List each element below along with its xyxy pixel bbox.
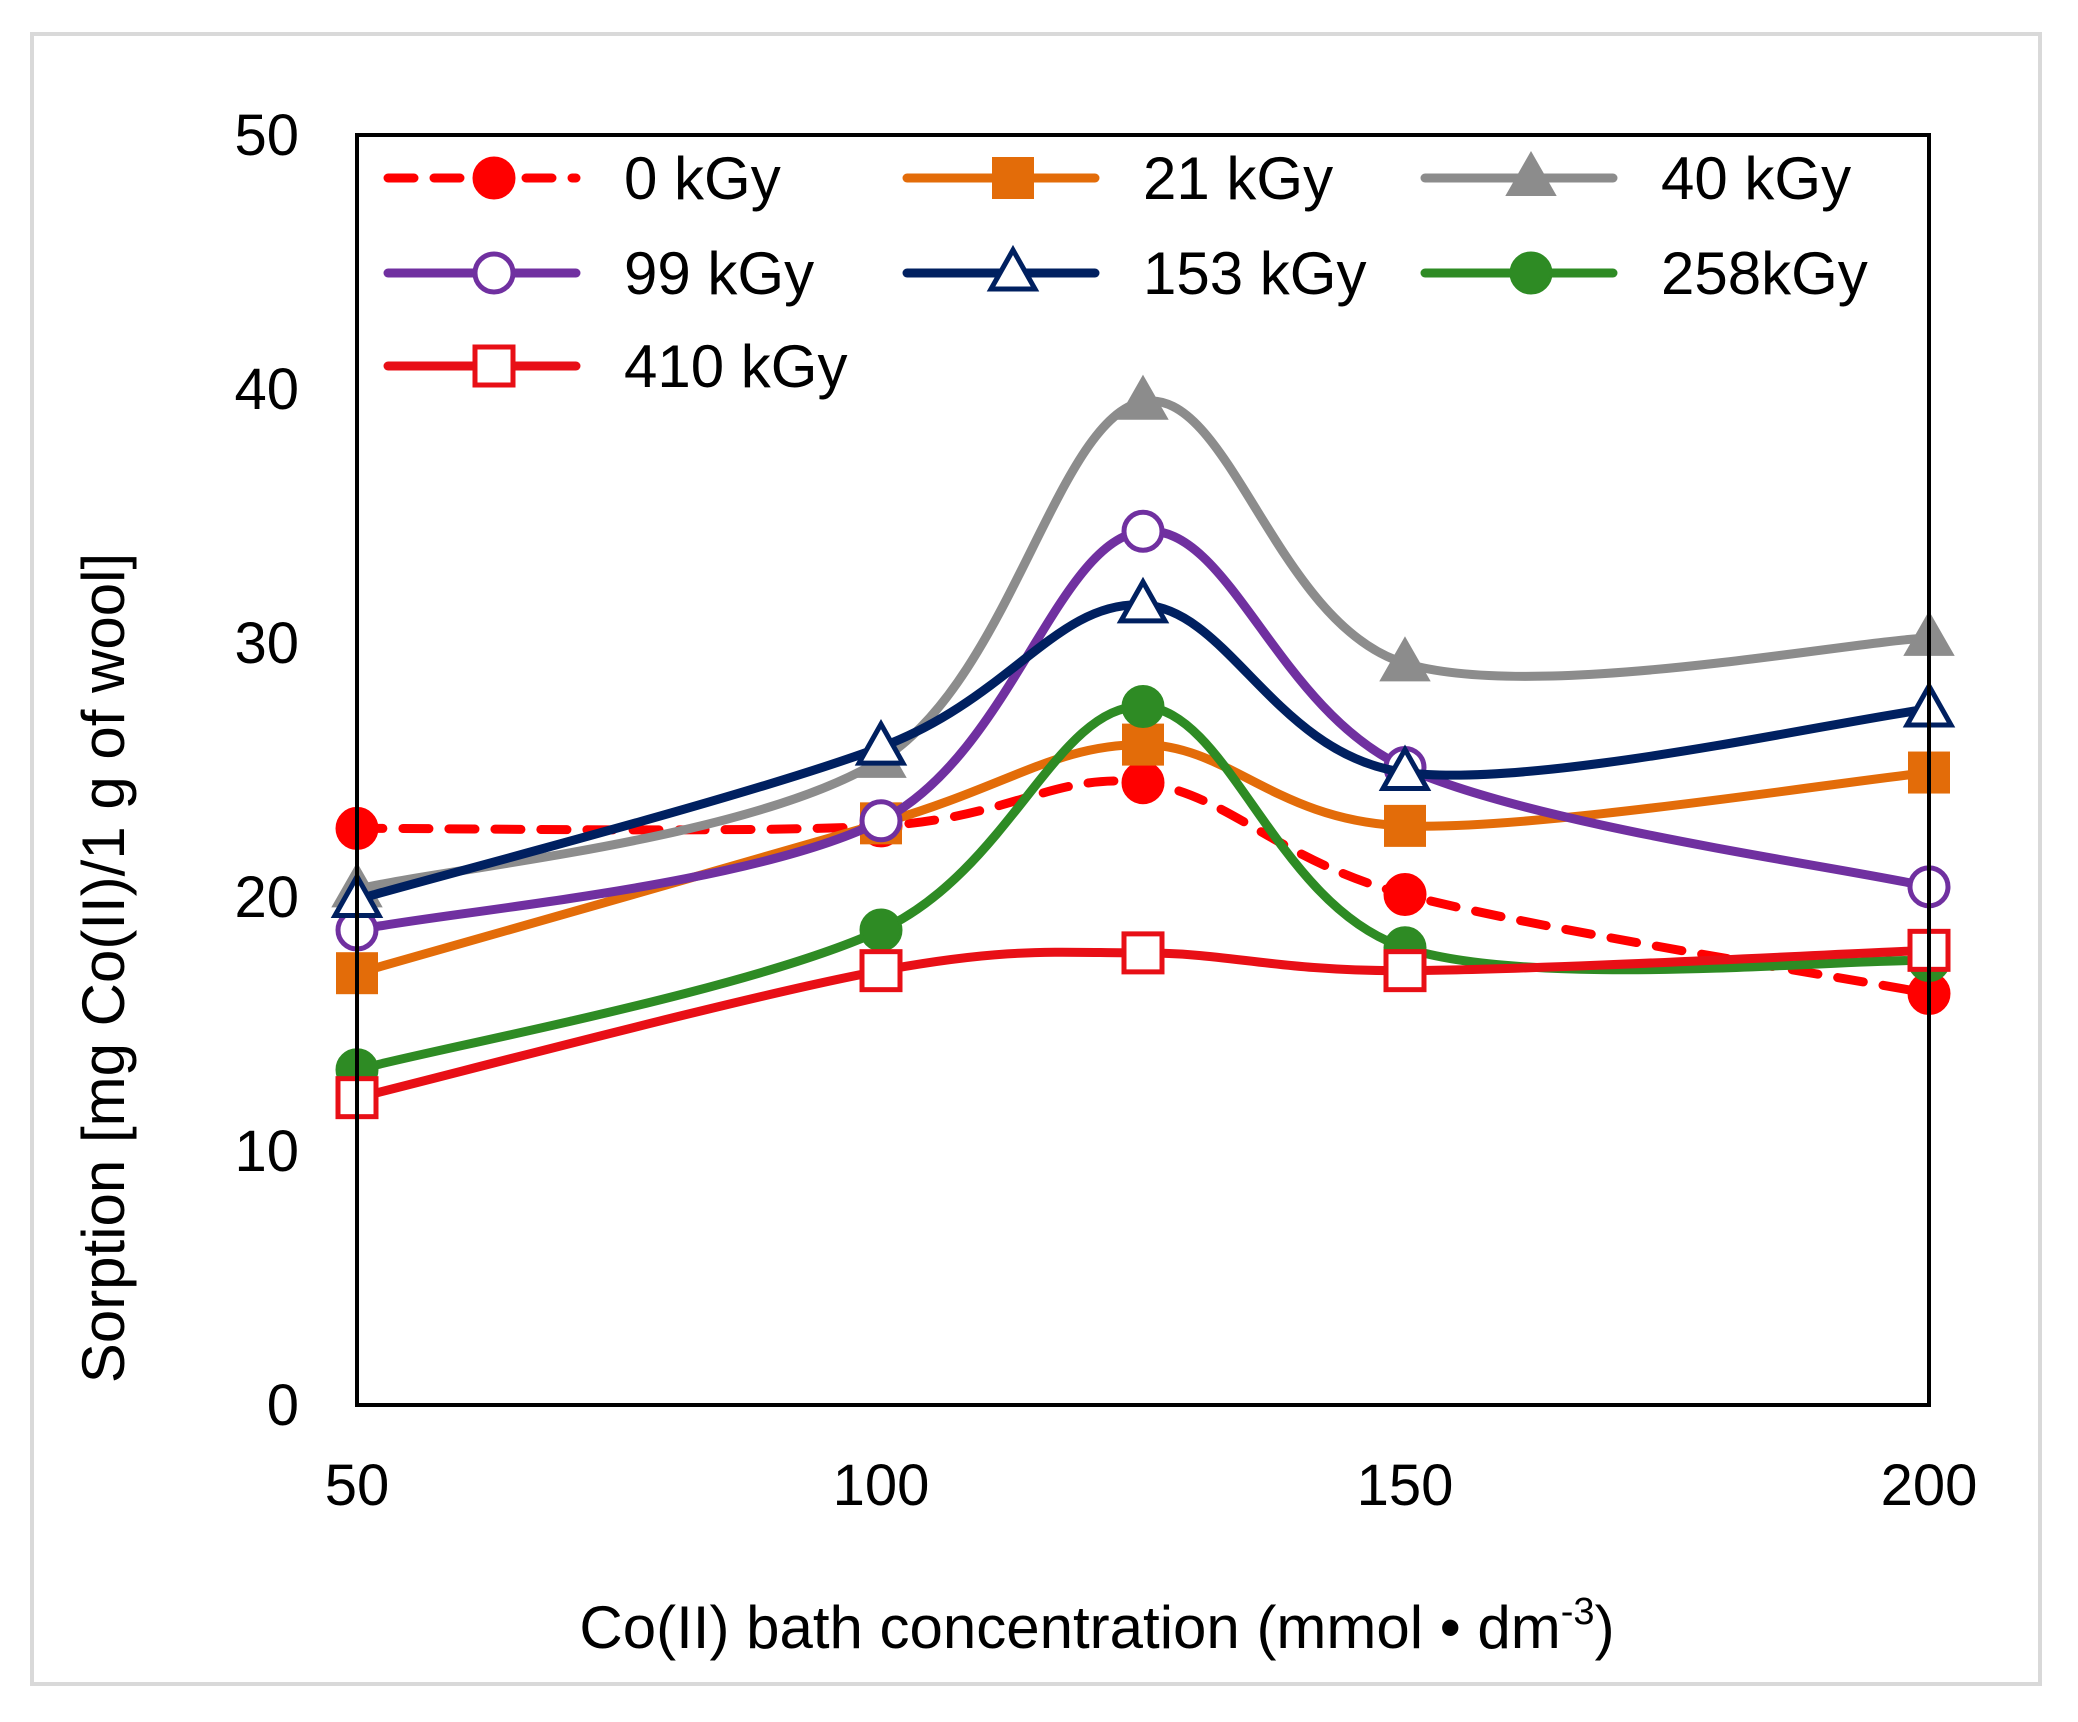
y-axis-title: Sorption [mg Co(II)/1 g of wool]	[70, 553, 137, 1383]
data-point	[1122, 723, 1164, 766]
legend-label: 153 kGy	[1143, 240, 1366, 307]
data-point	[1121, 761, 1165, 805]
legend-label: 40 kGy	[1661, 145, 1851, 212]
data-point	[1116, 576, 1170, 624]
y-tick-label: 30	[234, 611, 299, 676]
y-tick-label: 20	[234, 865, 299, 930]
series-layer	[330, 374, 1956, 1120]
legend-swatch-marker	[986, 244, 1040, 292]
data-point	[1121, 685, 1165, 728]
legend-label: 410 kGy	[624, 333, 847, 400]
legend-item: 0 kGy	[383, 145, 781, 212]
legend-swatch-marker	[1505, 150, 1557, 196]
legend-item: 410 kGy	[383, 333, 847, 400]
series-line	[352, 396, 1934, 894]
plot-area	[355, 133, 1931, 1407]
data-point	[1378, 744, 1432, 792]
data-point	[1121, 509, 1165, 553]
legend: 0 kGy 21 kGy 40 kGy 99 kGy 153 kGy 258kGy 410 …	[383, 145, 1868, 400]
legend-swatch-marker	[992, 157, 1034, 199]
legend-swatch-marker	[472, 251, 516, 295]
chart-frame	[30, 32, 2042, 1686]
legend-item: 258kGy	[1420, 240, 1868, 307]
data-point	[1383, 872, 1427, 916]
x-tick-label: 200	[1881, 1453, 1978, 1518]
legend-label: 258kGy	[1661, 240, 1868, 307]
y-tick-label: 50	[234, 103, 299, 168]
legend-item: 153 kGy	[902, 240, 1366, 307]
data-point	[1384, 804, 1426, 847]
legend-swatch-marker	[472, 344, 516, 388]
series-40-kgy	[331, 374, 1955, 908]
legend-label: 0 kGy	[624, 145, 781, 212]
y-tick-label: 10	[234, 1119, 299, 1184]
legend-swatch-marker	[472, 156, 516, 200]
y-tick-label: 40	[234, 357, 299, 422]
legend-label: 21 kGy	[1143, 145, 1333, 212]
data-point	[854, 719, 908, 766]
x-tick-label: 150	[1357, 1453, 1454, 1518]
ticks-layer: 0 10 20 30 40 50 50 100 150 200	[234, 103, 1977, 1518]
data-point	[859, 949, 903, 993]
legend-label: 99 kGy	[624, 240, 814, 307]
legend-item: 99 kGy	[383, 240, 814, 307]
legend-swatch-marker	[1509, 251, 1553, 295]
data-point	[1383, 949, 1427, 993]
x-axis-title: Co(II) bath concentration (mmol • dm-3)	[579, 1591, 1614, 1661]
data-point	[1379, 636, 1431, 682]
x-tick-label: 50	[325, 1453, 390, 1518]
legend-item: 40 kGy	[1420, 145, 1851, 212]
series-410-kgy	[335, 928, 1951, 1120]
data-point	[859, 908, 903, 952]
data-point	[859, 799, 903, 843]
data-point	[1121, 931, 1165, 975]
data-point	[1117, 374, 1169, 420]
x-tick-label: 100	[833, 1453, 930, 1518]
y-tick-label: 0	[267, 1373, 299, 1438]
legend-item: 21 kGy	[902, 145, 1333, 212]
